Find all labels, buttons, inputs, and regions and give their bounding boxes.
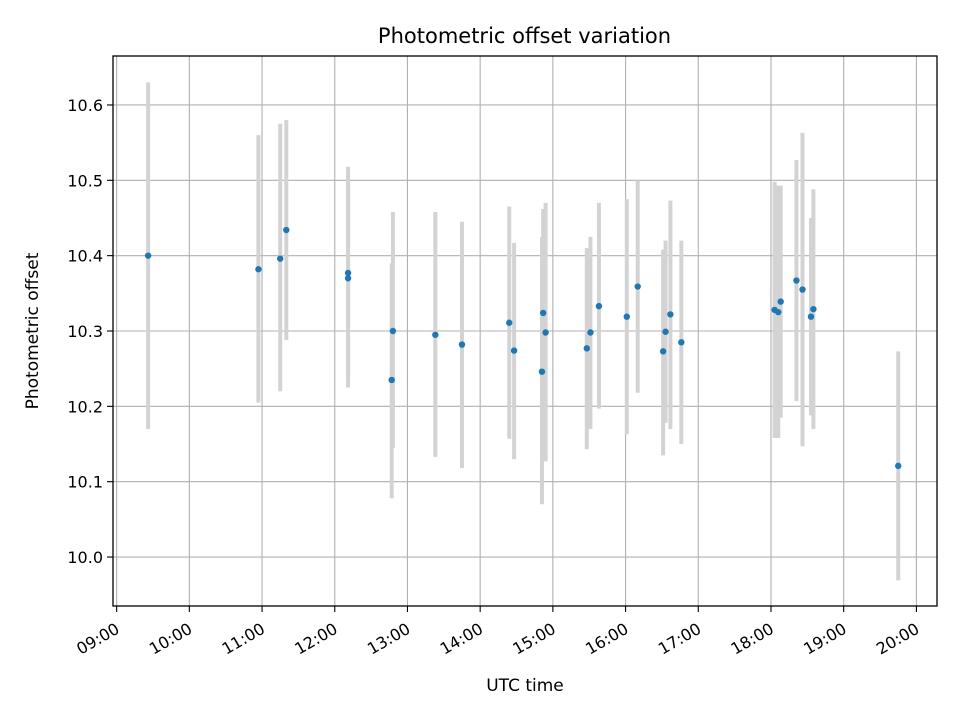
y-tick-label: 10.4 (67, 247, 103, 266)
data-point (144, 252, 152, 259)
data-point (775, 308, 782, 316)
y-tick-label: 10.5 (67, 171, 103, 190)
data-point (662, 328, 669, 335)
data-point (667, 311, 674, 318)
x-axis-label: UTC time (486, 676, 564, 696)
x-tick-label: 12:00 (291, 619, 340, 659)
data-point (799, 286, 806, 293)
y-tick-label: 10.1 (67, 473, 103, 492)
data-point (389, 327, 397, 335)
data-point (510, 347, 518, 354)
data-point (587, 329, 594, 336)
data-point (542, 329, 549, 336)
data-point (506, 319, 513, 326)
data-point (539, 309, 547, 317)
x-tick-label: 14:00 (437, 619, 486, 659)
y-axis-ticks: 10.0 10.1 10.2 10.3 10.4 10.5 10.6 (67, 96, 113, 567)
y-axis-label: Photometric offset (23, 252, 43, 409)
data-point (255, 266, 262, 273)
data-point (344, 275, 352, 282)
chart-title: Photometric offset variation (378, 24, 671, 48)
x-tick-label: 19:00 (800, 619, 849, 659)
y-tick-label: 10.0 (67, 548, 103, 567)
data-point (634, 283, 641, 290)
grid (113, 56, 937, 606)
data-point (895, 462, 902, 470)
data-point (678, 339, 685, 346)
y-tick-label: 10.3 (67, 322, 103, 341)
x-tick-label: 13:00 (364, 619, 413, 659)
data-point (458, 341, 466, 348)
data-points (144, 226, 902, 470)
data-point (432, 331, 439, 338)
x-tick-label: 10:00 (146, 619, 195, 659)
y-tick-label: 10.6 (67, 96, 103, 115)
data-point (388, 376, 395, 384)
data-point (777, 298, 784, 305)
x-tick-label: 20:00 (873, 619, 922, 659)
x-tick-label: 16:00 (582, 619, 631, 659)
x-axis-ticks: 09:00 10:00 11:00 12:00 13:00 14:00 15:00 16:00… (73, 606, 922, 659)
data-point (659, 348, 667, 355)
data-point (344, 269, 352, 277)
x-tick-label: 17:00 (655, 619, 704, 659)
data-point (538, 368, 546, 375)
data-point (623, 313, 630, 320)
data-point (595, 302, 603, 310)
x-tick-label: 15:00 (509, 619, 558, 659)
y-tick-label: 10.2 (67, 397, 103, 416)
x-tick-label: 18:00 (728, 619, 777, 659)
data-point (807, 313, 815, 320)
x-tick-label: 09:00 (73, 619, 122, 659)
data-point (283, 226, 290, 234)
data-point (810, 305, 817, 313)
x-tick-label: 11:00 (219, 619, 268, 659)
data-point (793, 277, 800, 284)
data-point (277, 255, 284, 262)
data-point (583, 345, 590, 352)
